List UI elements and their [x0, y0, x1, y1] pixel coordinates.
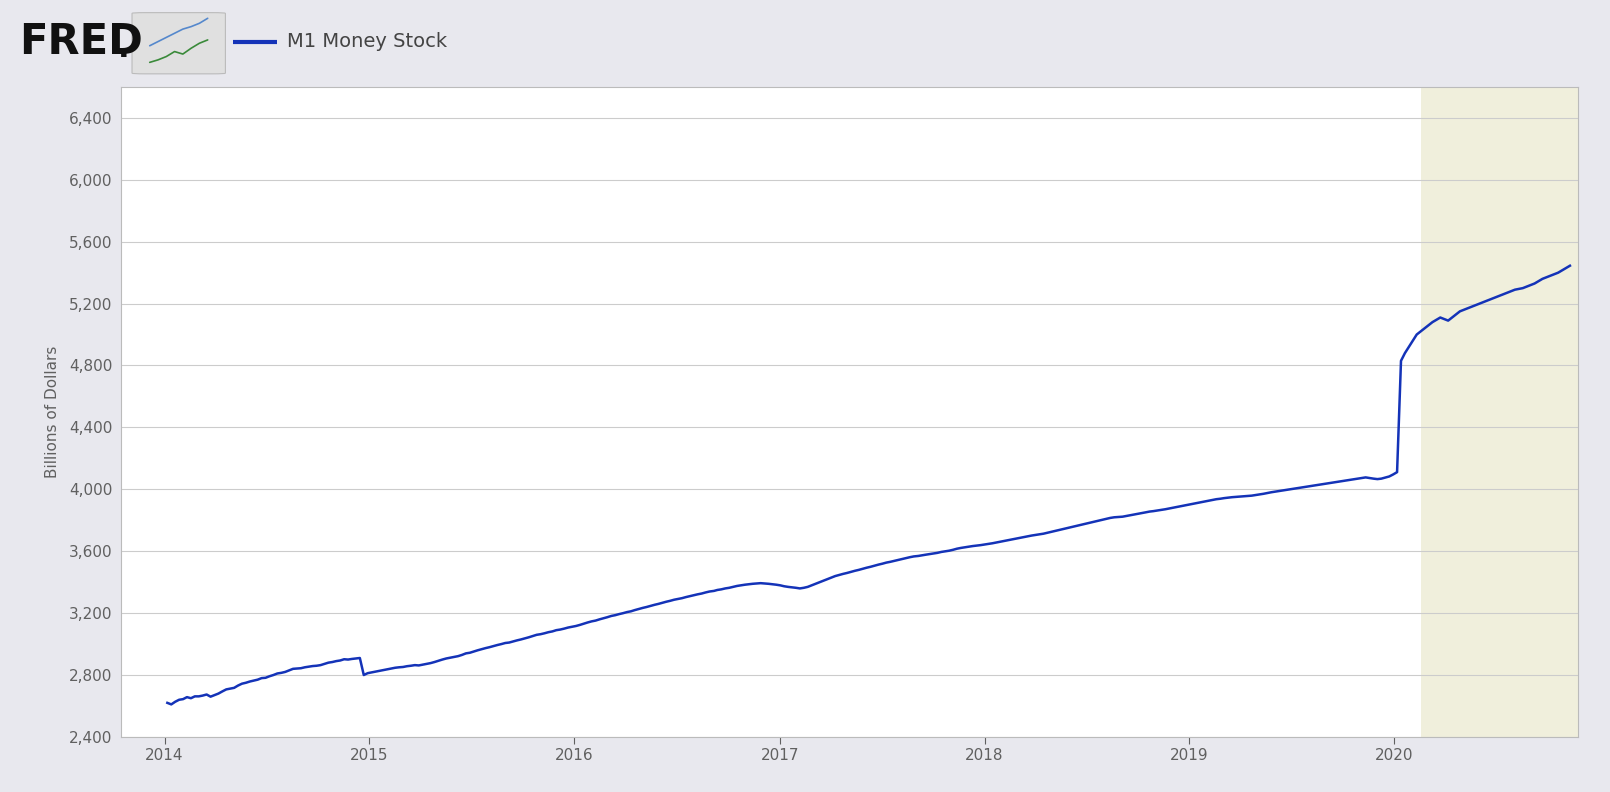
Text: M1 Money Stock: M1 Money Stock	[287, 32, 446, 51]
Text: FRED: FRED	[19, 21, 143, 63]
Bar	[1420, 87, 1594, 737]
FancyBboxPatch shape	[132, 13, 225, 74]
Bar	[121, 87, 1420, 737]
Text: .: .	[118, 34, 129, 63]
Y-axis label: Billions of Dollars: Billions of Dollars	[45, 345, 61, 478]
